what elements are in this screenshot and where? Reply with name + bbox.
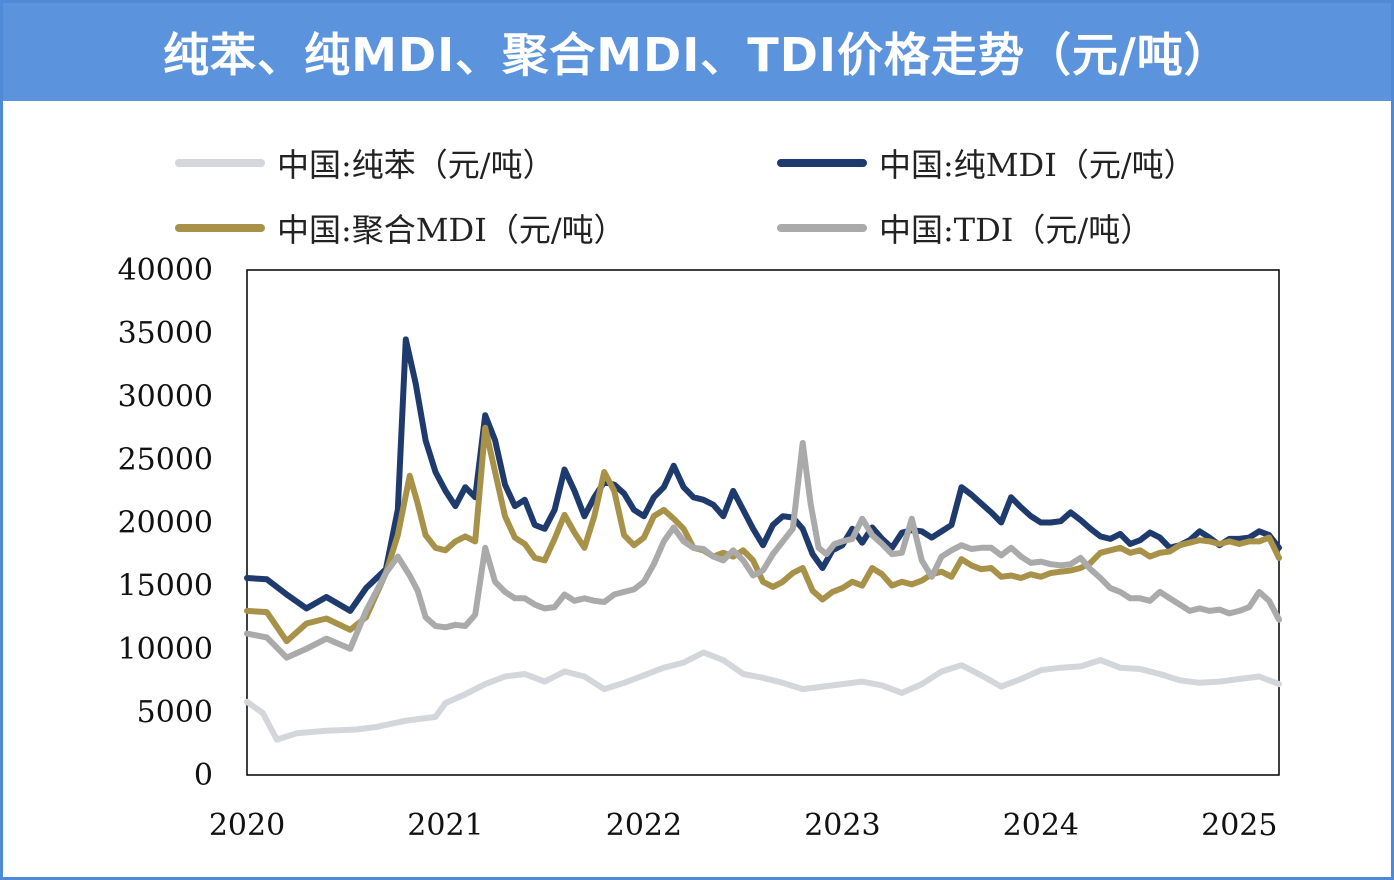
x-tick-label: 2020: [209, 808, 285, 843]
x-tick-label: 2024: [1003, 808, 1079, 843]
x-tick-label: 2023: [804, 808, 880, 843]
series-lines: [244, 336, 1282, 743]
series-line-benzene: [244, 649, 1282, 743]
y-tick-label: 5000: [137, 695, 213, 730]
y-axis-ticks: 0 5000 10000 15000 20000 25000 30000 35000 40000: [118, 253, 213, 793]
y-tick-label: 0: [194, 758, 213, 793]
y-tick-label: 20000: [118, 506, 213, 541]
y-tick-label: 25000: [118, 442, 213, 477]
y-tick-label: 35000: [118, 316, 213, 351]
x-tick-label: 2021: [407, 808, 483, 843]
series-line-tdi: [244, 440, 1282, 661]
series-line-pure-mdi: [244, 336, 1282, 614]
series-line-polymeric-mdi: [244, 424, 1282, 645]
plot-area: [246, 269, 1280, 776]
y-tick-label: 10000: [118, 632, 213, 667]
chart-title: 纯苯、纯MDI、聚合MDI、TDI价格走势（元/吨）: [3, 3, 1391, 101]
y-tick-label: 40000: [118, 253, 213, 288]
y-tick-label: 15000: [118, 569, 213, 604]
x-axis-ticks: 2020 2021 2022 2023 2024 2025: [209, 808, 1278, 843]
x-tick-label: 2025: [1201, 808, 1277, 843]
y-tick-label: 30000: [118, 379, 213, 414]
x-tick-label: 2022: [606, 808, 682, 843]
